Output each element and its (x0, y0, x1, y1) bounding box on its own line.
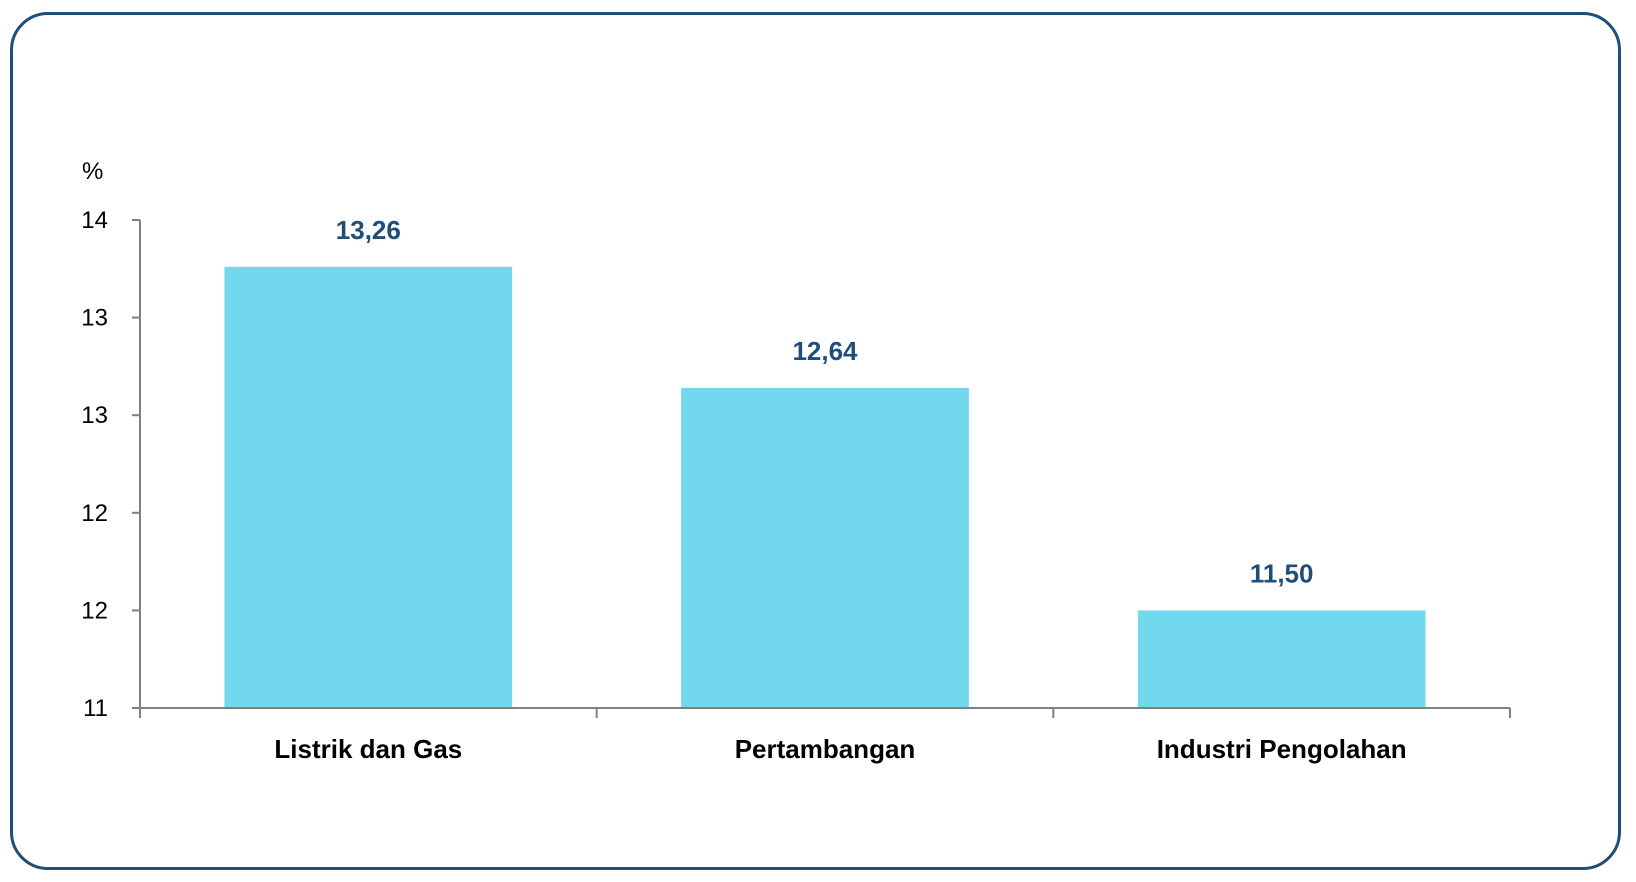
bar (1137, 610, 1426, 708)
category-labels: Listrik dan Gas Pertambangan Industri Peng… (274, 734, 1406, 764)
category-label: Pertambangan (735, 734, 916, 764)
y-axis-ticks: 11 12 12 13 13 14 (81, 207, 141, 722)
y-tick-label: 14 (81, 207, 108, 234)
x-axis (139, 707, 1511, 718)
bar (681, 387, 969, 708)
bar-value-label: 11,50 (1250, 558, 1314, 588)
y-tick-label: 12 (81, 500, 108, 527)
bar-value-label: 12,64 (792, 336, 858, 366)
bar-value-label: 13,26 (336, 215, 401, 245)
y-tick-label: 11 (83, 695, 108, 722)
y-tick-label: 13 (81, 305, 108, 332)
data-labels: 13,26 12,64 11,50 (336, 215, 1314, 589)
category-label: Industri Pengolahan (1157, 734, 1407, 764)
y-tick-label: 12 (81, 597, 108, 624)
category-label: Listrik dan Gas (274, 734, 462, 764)
y-axis-unit-label: % (82, 158, 103, 185)
bar (224, 266, 513, 708)
bars (224, 266, 1426, 708)
y-tick-label: 13 (81, 402, 108, 429)
